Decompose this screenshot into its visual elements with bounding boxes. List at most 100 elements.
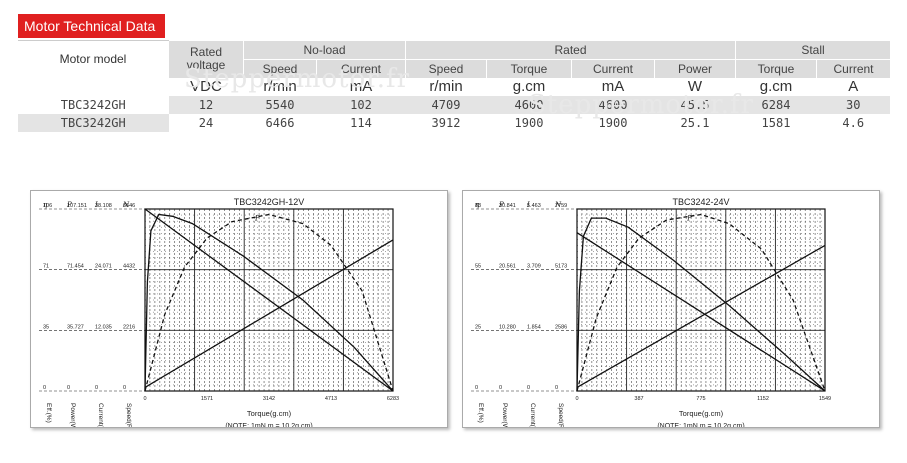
y-tick-label: 35.727 <box>67 324 84 330</box>
y-axis-label: Current(A) <box>529 403 536 427</box>
cell-stall-current: 4.6 <box>842 115 865 130</box>
axis-column-head: P <box>66 201 72 209</box>
x-tick-label: 6283 <box>387 396 399 402</box>
col-stall-current: Current <box>816 58 890 78</box>
col-rated-power: Power <box>654 58 736 78</box>
cell-stall-torque: 6284 <box>735 95 817 114</box>
y-axis-label: Speed(RPM) <box>557 403 564 427</box>
watermark: Steppermotor.fr <box>184 64 411 94</box>
chart-12v: TBC3242GH-12V η P I N 106 107.151 38.108 6646 71 7… <box>39 197 399 427</box>
y-tick-label: 0 <box>555 385 558 391</box>
axis-column-head: P <box>498 201 504 209</box>
y-axis-label: Eff.(%) <box>477 403 484 423</box>
y-axis-label: Eff.(%) <box>45 403 52 423</box>
cell-rated-power: 25.1 <box>680 115 710 130</box>
chart-24v: TBC3242-24V η P I N 83 30.841 5.463 7759 55 20.561… <box>471 197 831 427</box>
series-eff-line <box>576 217 826 392</box>
y-tick-label: 6646 <box>123 203 135 209</box>
y-axis-label: Speed(RPM) <box>125 403 132 427</box>
x-tick-label: 775 <box>696 396 705 402</box>
y-tick-label: 3.709 <box>527 264 541 270</box>
cell-stall-torque: 1581 <box>761 115 791 130</box>
axis-column-head: I <box>94 201 98 209</box>
noload-group-header: No-load <box>243 40 406 59</box>
chart-title: TBC3242-24V <box>672 197 729 207</box>
col-rated-torque: Torque <box>486 58 572 78</box>
axis-column-head: I <box>526 201 530 209</box>
chart-title: TBC3242GH-12V <box>234 197 305 207</box>
series-current-line <box>576 244 826 388</box>
x-axis-label: Torque(g.cm) <box>247 409 292 418</box>
col-noload-current: Current <box>316 58 406 78</box>
y-tick-label: 71 <box>43 264 49 270</box>
y-tick-label: 83 <box>475 203 481 209</box>
unit-stall-current: A <box>816 77 890 96</box>
col-noload-speed: Speed <box>243 58 317 78</box>
y-tick-label: 107.151 <box>67 203 87 209</box>
y-tick-label: 25 <box>475 324 481 330</box>
y-tick-label: 0 <box>527 385 530 391</box>
table-row: TBC3242GH 12 5540 102 4709 4600 4600 45.… <box>18 95 890 114</box>
unit-rated-torque: g.cm <box>486 77 572 96</box>
y-tick-label: 12.035 <box>95 324 112 330</box>
unit-stall-torque: g.cm <box>735 77 817 96</box>
watermark: Steppermotor.fr <box>528 90 755 120</box>
x-tick-label: 4713 <box>325 396 337 402</box>
x-tick-label: 1549 <box>819 396 831 402</box>
cell-rated-speed: 4709 <box>405 95 487 114</box>
y-tick-label: 24.071 <box>95 264 112 270</box>
unit-noload-current: mA <box>316 77 406 96</box>
y-axis-label: Power(W) <box>501 403 508 427</box>
y-tick-label: 5173 <box>555 264 567 270</box>
y-axis-label: Current(A) <box>97 403 104 427</box>
y-tick-label: 0 <box>43 385 46 391</box>
cell-rated-power: 45.5 <box>654 95 736 114</box>
cell-rated-current: 1900 <box>598 115 628 130</box>
x-tick-label: 0 <box>143 396 146 402</box>
stall-group-header: Stall <box>735 40 890 59</box>
plot-frame <box>144 208 394 392</box>
y-tick-label: 20.561 <box>499 264 516 270</box>
series-speed-line <box>576 232 826 392</box>
cell-voltage: 12 <box>168 95 244 114</box>
x-tick-label: 1571 <box>201 396 213 402</box>
table-row: TBC3242GH 24 6466 114 3912 1900 1900 25.… <box>18 113 890 132</box>
axis-column-head: N <box>554 201 562 209</box>
cell-rated-torque: 4600 <box>486 95 572 114</box>
rated-group-header: Rated <box>405 40 736 59</box>
y-tick-label: 0 <box>67 385 70 391</box>
col-stall-torque: Torque <box>735 58 817 78</box>
y-tick-label: 4432 <box>123 264 135 270</box>
axis-column-head: N <box>122 201 130 209</box>
cell-noload-current: 114 <box>350 115 372 130</box>
cell-stall-current: 30 <box>816 95 890 114</box>
cell-rated-torque: 1900 <box>514 115 544 130</box>
x-tick-label: 1152 <box>757 396 769 402</box>
x-tick-label: 0 <box>575 396 578 402</box>
y-tick-label: 5.463 <box>527 203 541 209</box>
series-power-line <box>576 213 826 392</box>
model-header: Motor model <box>18 40 169 78</box>
grid <box>576 208 826 392</box>
cell-model: TBC3242GH <box>18 113 169 132</box>
series-current-line <box>144 239 394 388</box>
axis-column-head: η <box>43 201 48 209</box>
cell-rated-speed: 3912 <box>431 115 461 130</box>
y-tick-label: 0 <box>475 385 478 391</box>
cell-voltage: 24 <box>198 115 214 130</box>
cell-noload-speed: 6466 <box>265 115 295 130</box>
y-tick-label: 2586 <box>555 324 567 330</box>
y-tick-label: 2216 <box>123 324 135 330</box>
unit-rated-power: W <box>654 77 736 96</box>
y-tick-label: 30.841 <box>499 203 516 209</box>
cell-noload-current: 102 <box>316 95 406 114</box>
cell-noload-speed: 5540 <box>243 95 317 114</box>
series-speed-line <box>144 208 394 392</box>
chart-note: (NOTE: 1mN.m = 10.2g.cm) <box>225 423 312 427</box>
col-rated-current: Current <box>571 58 655 78</box>
x-axis-label: Torque(g.cm) <box>679 409 724 418</box>
section-title: Motor Technical Data <box>18 14 165 38</box>
voltage-header: Rated voltage <box>168 40 244 78</box>
y-tick-label: 71.454 <box>67 264 84 270</box>
unit-rated-current: mA <box>571 77 655 96</box>
